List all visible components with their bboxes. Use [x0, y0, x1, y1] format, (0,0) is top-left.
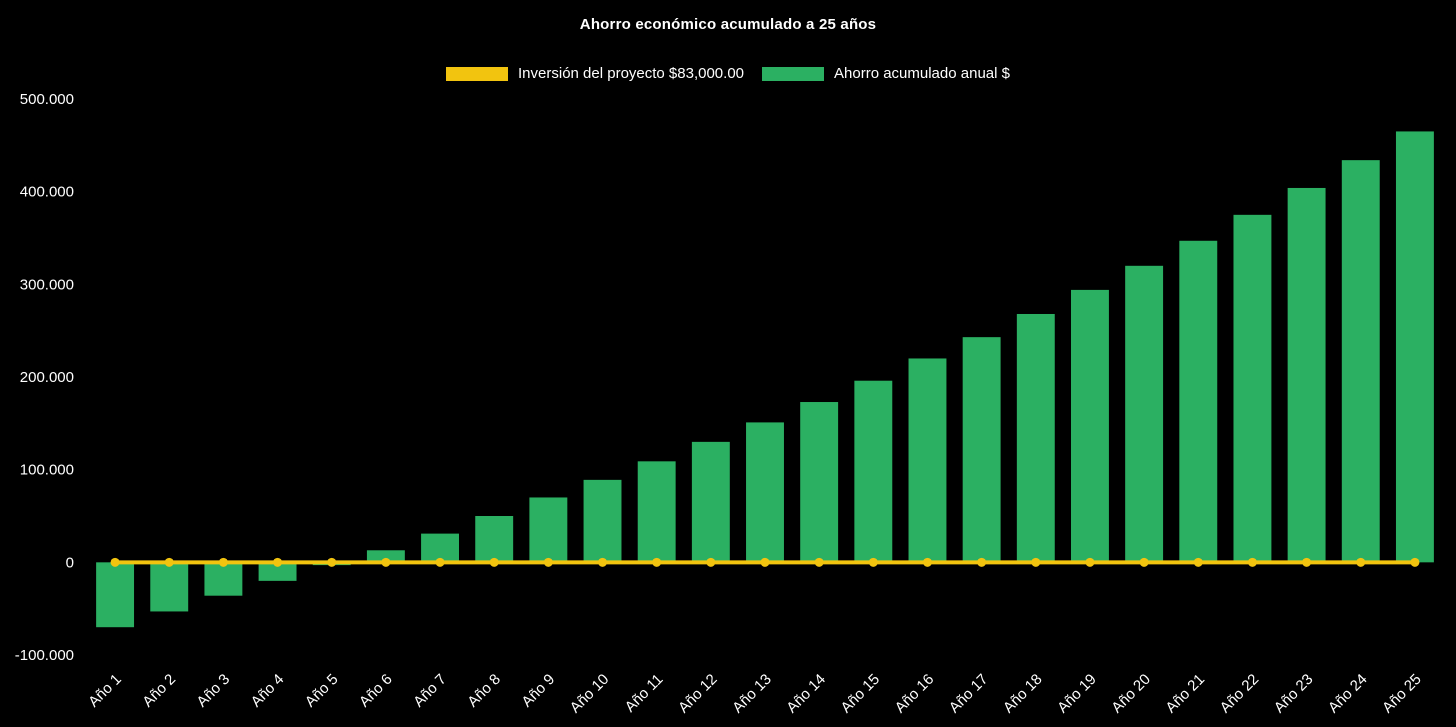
bar-year-17[interactable]: [962, 337, 1001, 563]
investment-line-marker[interactable]: [543, 557, 553, 567]
x-axis-label: Año 23: [1271, 671, 1317, 717]
x-axis-label: Año 6: [356, 671, 396, 711]
x-axis-label: Año 9: [518, 671, 558, 711]
investment-line-marker[interactable]: [273, 557, 283, 567]
bar-year-11[interactable]: [637, 461, 676, 563]
bar-year-19[interactable]: [1071, 289, 1109, 563]
x-axis-label: Año 22: [1217, 671, 1263, 717]
bar-year-14[interactable]: [800, 402, 839, 563]
bar-year-25[interactable]: [1395, 131, 1434, 563]
x-axis-label: Año 8: [464, 671, 504, 711]
investment-line-marker[interactable]: [1247, 557, 1257, 567]
bar-year-6[interactable]: [366, 550, 405, 563]
x-axis-label: Año 12: [675, 671, 721, 717]
bar-year-21[interactable]: [1179, 240, 1218, 563]
x-axis-label: Año 10: [567, 671, 613, 717]
investment-line-marker[interactable]: [922, 557, 932, 567]
bar-year-20[interactable]: [1125, 265, 1164, 563]
x-axis-label: Año 2: [139, 671, 179, 711]
x-axis-label: Año 13: [729, 671, 775, 717]
x-axis-label: Año 25: [1379, 671, 1425, 717]
bar-year-2[interactable]: [150, 562, 189, 612]
investment-legend-label: Inversión del proyecto $83,000.00: [518, 65, 745, 82]
bar-year-4[interactable]: [258, 562, 297, 581]
investment-line-marker[interactable]: [814, 557, 824, 567]
investment-line-marker[interactable]: [706, 557, 716, 567]
investment-line-marker[interactable]: [1410, 557, 1420, 567]
investment-line-marker[interactable]: [381, 557, 391, 567]
x-axis-label: Año 16: [892, 671, 938, 717]
bar-year-24[interactable]: [1341, 160, 1380, 563]
legend-item-savings[interactable]: Ahorro acumulado anual $: [762, 65, 1010, 82]
bar-year-1[interactable]: [96, 562, 135, 628]
investment-line-marker[interactable]: [1139, 557, 1149, 567]
y-axis-label: 0: [66, 554, 74, 571]
bar-year-23[interactable]: [1287, 187, 1326, 563]
investment-line-marker[interactable]: [327, 557, 337, 567]
x-axis-label: Año 17: [946, 671, 992, 717]
investment-line-marker[interactable]: [489, 557, 499, 567]
investment-line-marker[interactable]: [1193, 557, 1203, 567]
x-axis-label: Año 7: [410, 671, 450, 711]
investment-line-marker[interactable]: [652, 557, 662, 567]
savings-legend-swatch-icon: [762, 66, 825, 81]
bar-year-16[interactable]: [908, 358, 947, 563]
investment-line-marker[interactable]: [760, 557, 770, 567]
investment-line-marker[interactable]: [598, 557, 608, 567]
y-axis-label: 100.000: [20, 462, 74, 479]
x-axis-label: Año 11: [622, 671, 667, 716]
y-axis-label: 200.000: [20, 369, 74, 386]
bar-year-8[interactable]: [475, 516, 514, 563]
bar-year-13[interactable]: [746, 422, 784, 563]
bar-year-22[interactable]: [1233, 214, 1272, 563]
investment-line-marker[interactable]: [164, 557, 174, 567]
investment-line-marker[interactable]: [868, 557, 878, 567]
x-axis-label: Año 21: [1162, 671, 1208, 717]
x-axis-label: Año 5: [302, 671, 342, 711]
x-axis-label: Año 20: [1108, 671, 1154, 717]
legend-item-investment[interactable]: Inversión del proyecto $83,000.00: [446, 65, 744, 82]
investment-line-marker[interactable]: [1356, 557, 1366, 567]
investment-line-marker[interactable]: [1085, 557, 1095, 567]
x-axis-label: Año 18: [1000, 671, 1046, 717]
x-axis-label: Año 1: [85, 671, 125, 711]
bar-year-7[interactable]: [421, 533, 459, 563]
x-axis-label: Año 3: [193, 671, 233, 711]
x-axis-label: Año 15: [838, 671, 884, 717]
x-axis-label: Año 14: [783, 671, 829, 717]
investment-line-marker[interactable]: [1302, 557, 1312, 567]
bar-year-12[interactable]: [691, 441, 730, 563]
investment-line-marker[interactable]: [435, 557, 445, 567]
bar-year-15[interactable]: [854, 380, 893, 563]
bar-year-10[interactable]: [583, 479, 622, 563]
y-axis-label: 300.000: [20, 276, 74, 293]
investment-line-marker[interactable]: [110, 557, 120, 567]
x-axis-label: Año 19: [1054, 671, 1100, 717]
legend: Inversión del proyecto $83,000.00 Ahorro…: [0, 65, 1456, 82]
bar-year-3[interactable]: [204, 562, 243, 596]
bar-year-18[interactable]: [1016, 313, 1055, 563]
y-axis-label: -100.000: [15, 647, 74, 664]
x-axis-label: Año 4: [248, 671, 288, 711]
investment-legend-swatch-icon: [446, 66, 509, 81]
investment-line-marker[interactable]: [1031, 557, 1041, 567]
investment-line-marker[interactable]: [977, 557, 987, 567]
y-axis-label: 400.000: [20, 184, 74, 201]
savings-legend-label: Ahorro acumulado anual $: [834, 65, 1010, 82]
x-axis-label: Año 24: [1325, 671, 1371, 717]
investment-line-marker[interactable]: [218, 557, 228, 567]
chart-title: Ahorro económico acumulado a 25 años: [579, 16, 877, 33]
bar-year-9[interactable]: [529, 497, 568, 563]
y-axis-label: 500.000: [20, 91, 74, 108]
